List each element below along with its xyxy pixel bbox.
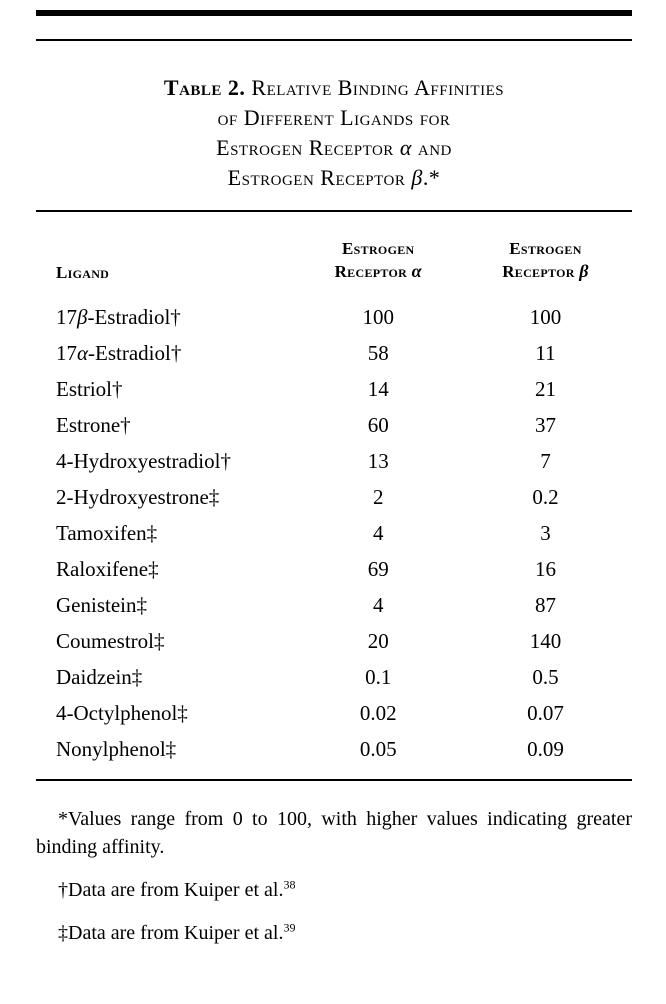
- er-alpha-value: 13: [367, 449, 389, 473]
- table-row: 4-Octylphenol‡ 0.02 0.07: [36, 695, 632, 731]
- table-title-line: Table 2. Relative Binding Affinities: [36, 73, 632, 103]
- footnote-marker: †: [58, 879, 68, 901]
- er-alpha-value: 20: [367, 629, 389, 653]
- footnote-marker: ‡: [58, 922, 68, 944]
- ligand-cell: 2-Hydroxyestrone‡: [56, 485, 220, 509]
- ligand-cell: Coumestrol‡: [56, 629, 165, 653]
- er-beta-header-line1: Estrogen: [509, 239, 582, 258]
- table-number-label: Table 2.: [163, 75, 246, 100]
- top-thin-rule: [36, 39, 632, 41]
- table-row: Coumestrol‡ 20 140: [36, 623, 632, 659]
- greek-symbol: β: [411, 165, 423, 190]
- footnote-reference: 39: [283, 920, 296, 935]
- footnote: *Values range from 0 to 100, with higher…: [36, 808, 632, 858]
- er-alpha-value: 58: [367, 341, 389, 365]
- footnote: †Data are from Kuiper et al.38: [58, 877, 296, 901]
- er-beta-value: 21: [534, 377, 556, 401]
- er-alpha-header-line2: Receptor: [334, 262, 408, 281]
- ligand-cell: Nonylphenol‡: [56, 737, 177, 761]
- er-alpha-value: 4: [373, 593, 384, 617]
- table-title: Table 2. Relative Binding Affinities of D…: [36, 73, 632, 193]
- beta-symbol: β: [579, 261, 589, 281]
- table-row: Genistein‡ 4 87: [36, 587, 632, 623]
- table-row: Estriol† 14 21: [36, 371, 632, 407]
- er-beta-value: 0.09: [527, 737, 564, 761]
- ligand-cell: Daidzein‡: [56, 665, 143, 689]
- er-alpha-value: 4: [373, 521, 384, 545]
- binding-affinities-table: Ligand Estrogen Receptor α Estrogen Rece…: [36, 238, 632, 767]
- ligand-cell: 4-Octylphenol‡: [56, 701, 188, 725]
- top-thick-rule: [36, 10, 632, 16]
- footnote-marker: *: [58, 808, 68, 830]
- er-beta-value: 100: [529, 305, 562, 329]
- table-title-line: of Different Ligands for: [36, 103, 632, 133]
- ligand-cell: 17β-Estradiol†: [56, 305, 181, 329]
- table-row: 2-Hydroxyestrone‡ 2 0.2: [36, 479, 632, 515]
- ligand-header-label: Ligand: [56, 263, 110, 282]
- er-beta-value: 37: [534, 413, 556, 437]
- column-header-er-alpha: Estrogen Receptor α: [298, 238, 459, 299]
- table-title-line: Estrogen Receptor α and: [36, 133, 632, 163]
- ligand-cell: Genistein‡: [56, 593, 147, 617]
- ligand-cell: Tamoxifen‡: [56, 521, 158, 545]
- alpha-symbol: α: [411, 261, 422, 281]
- er-beta-value: 16: [534, 557, 556, 581]
- er-alpha-header-line1: Estrogen: [342, 239, 415, 258]
- er-beta-value: 0.5: [532, 665, 559, 689]
- table-row: Tamoxifen‡ 4 3: [36, 515, 632, 551]
- footnote-reference: 38: [283, 877, 296, 892]
- table-row: 17β-Estradiol† 100 100: [36, 299, 632, 335]
- title-divider-rule: [36, 210, 632, 212]
- er-alpha-value: 0.02: [359, 701, 397, 725]
- er-beta-header-line2: Receptor: [502, 262, 575, 281]
- table-row: 4-Hydroxyestradiol† 13 7: [36, 443, 632, 479]
- title-text: of Different Ligands for: [217, 105, 451, 130]
- footnote: ‡Data are from Kuiper et al.39: [58, 920, 296, 944]
- er-beta-value: 140: [529, 629, 562, 653]
- er-alpha-value: 100: [362, 305, 395, 329]
- er-beta-value: 11: [535, 341, 556, 365]
- title-text: Estrogen Receptor: [227, 165, 412, 190]
- er-beta-value: 7: [540, 449, 551, 473]
- footnote-divider-rule: [36, 779, 632, 781]
- ligand-cell: 4-Hydroxyestradiol†: [56, 449, 231, 473]
- table-body: 17β-Estradiol† 100 100 17α-Estradiol† 58 11 Es…: [36, 299, 632, 767]
- footnotes: *Values range from 0 to 100, with higher…: [36, 805, 632, 977]
- table-title-line: Estrogen Receptor β.*: [36, 163, 632, 193]
- greek-symbol: β: [77, 305, 88, 329]
- er-alpha-value: 14: [367, 377, 389, 401]
- table-row: Raloxifene‡ 69 16: [36, 551, 632, 587]
- er-beta-value: 0.07: [527, 701, 564, 725]
- title-text: Estrogen Receptor: [216, 135, 400, 160]
- table-header: Ligand Estrogen Receptor α Estrogen Rece…: [36, 238, 632, 299]
- column-header-ligand: Ligand: [36, 238, 298, 299]
- er-beta-value: 87: [534, 593, 556, 617]
- title-text: Relative Binding Affinities: [245, 75, 505, 100]
- greek-symbol: α: [77, 341, 89, 365]
- title-text: .*: [422, 165, 441, 190]
- er-beta-value: 3: [540, 521, 551, 545]
- ligand-cell: Estrone†: [56, 413, 131, 437]
- greek-symbol: α: [399, 135, 412, 160]
- table-row: 17α-Estradiol† 58 11: [36, 335, 632, 371]
- er-alpha-value: 69: [367, 557, 389, 581]
- title-text: and: [411, 135, 452, 160]
- er-alpha-value: 2: [373, 485, 384, 509]
- table-row: Daidzein‡ 0.1 0.5: [36, 659, 632, 695]
- header-row: Ligand Estrogen Receptor α Estrogen Rece…: [36, 238, 632, 299]
- ligand-cell: Estriol†: [56, 377, 123, 401]
- table-row: Estrone† 60 37: [36, 407, 632, 443]
- er-alpha-value: 60: [367, 413, 389, 437]
- ligand-cell: Raloxifene‡: [56, 557, 159, 581]
- er-beta-value: 0.2: [532, 485, 559, 509]
- er-alpha-value: 0.05: [359, 737, 397, 761]
- ligand-cell: 17α-Estradiol†: [56, 341, 182, 365]
- column-header-er-beta: Estrogen Receptor β: [459, 238, 632, 299]
- er-alpha-value: 0.1: [365, 665, 392, 689]
- table-row: Nonylphenol‡ 0.05 0.09: [36, 731, 632, 767]
